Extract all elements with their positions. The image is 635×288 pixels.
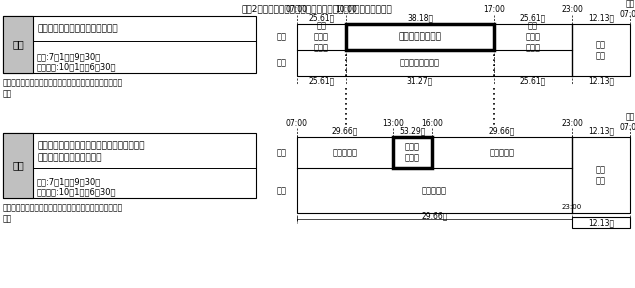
- Text: その他季:10月1日～6月30日: その他季:10月1日～6月30日: [37, 187, 116, 196]
- Bar: [3, 16, 256, 73]
- Text: 25.61円: 25.61円: [309, 14, 335, 22]
- Bar: [346, 24, 494, 50]
- Text: 25.61円: 25.61円: [520, 14, 546, 22]
- Text: 必要: 必要: [3, 89, 12, 98]
- Text: 夏季:7月1日～9月30日: 夏季:7月1日～9月30日: [37, 52, 101, 62]
- Text: 図表2　値上げ申請時の東京電力の料金メニュー（家庭向け）: 図表2 値上げ申請時の東京電力の料金メニュー（家庭向け）: [242, 4, 392, 13]
- Text: 12.13円: 12.13円: [588, 218, 614, 227]
- Text: 昼間時間帯: 昼間時間帯: [490, 148, 514, 157]
- Text: フトプラン）の電力量料金: フトプラン）の電力量料金: [37, 154, 102, 162]
- Text: 38.18円: 38.18円: [407, 14, 433, 22]
- Text: 25.61円: 25.61円: [520, 77, 546, 86]
- Text: 07:00: 07:00: [286, 118, 308, 128]
- Text: 16:00: 16:00: [421, 118, 443, 128]
- Text: 夏季ピーク時間帯: 夏季ピーク時間帯: [399, 33, 441, 41]
- Text: 夏季: 夏季: [277, 33, 287, 41]
- Bar: [572, 217, 630, 228]
- Text: 29.66円: 29.66円: [489, 126, 515, 135]
- Text: 17:00: 17:00: [483, 5, 505, 14]
- Text: 07:00: 07:00: [286, 5, 308, 14]
- Text: 25.61円: 25.61円: [309, 77, 335, 86]
- Text: 夏季:7月1日～9月30日: 夏季:7月1日～9月30日: [37, 177, 101, 187]
- Bar: [297, 137, 630, 213]
- Text: 夏季: 夏季: [277, 148, 287, 157]
- Text: エコキュート、電気温水器などの夜間蓄熱式機器の設置は: エコキュート、電気温水器などの夜間蓄熱式機器の設置は: [3, 203, 123, 212]
- Text: ピーク
時間帯: ピーク 時間帯: [405, 143, 420, 162]
- Text: 夜間
時間: 夜間 時間: [596, 165, 606, 185]
- Bar: [3, 133, 33, 198]
- Text: 不要: 不要: [3, 214, 12, 223]
- Text: エコキュート、電気温水器などの夜間蓄熱式機器の設置が: エコキュート、電気温水器などの夜間蓄熱式機器の設置が: [3, 78, 123, 87]
- Text: 31.27円: 31.27円: [407, 77, 433, 86]
- Bar: [3, 133, 256, 198]
- Text: 23:00: 23:00: [561, 118, 583, 128]
- Text: 新規: 新規: [12, 160, 24, 170]
- Text: 53.29円: 53.29円: [399, 126, 425, 135]
- Text: 23:00: 23:00: [562, 204, 582, 210]
- Text: 翌日
07:00: 翌日 07:00: [619, 0, 635, 19]
- Text: 現行: 現行: [12, 39, 24, 50]
- Text: 29.66円: 29.66円: [332, 126, 358, 135]
- Text: 29.66円: 29.66円: [421, 211, 448, 221]
- Text: 12.13円: 12.13円: [588, 14, 614, 22]
- Text: 夜間
時間: 夜間 時間: [596, 40, 606, 60]
- Text: その他季:10月1日～6月30日: その他季:10月1日～6月30日: [37, 62, 116, 71]
- Bar: [393, 137, 432, 168]
- Text: ピーク抑制型季節別時間帯別電灯（ピークシ: ピーク抑制型季節別時間帯別電灯（ピークシ: [37, 141, 145, 151]
- Text: オフ
ピーク
時間帯: オフ ピーク 時間帯: [314, 21, 329, 53]
- Text: 季節別時間帯別電灯の電力量料金: 季節別時間帯別電灯の電力量料金: [37, 24, 117, 33]
- Text: 23:00: 23:00: [561, 5, 583, 14]
- Text: 他季: 他季: [277, 186, 287, 195]
- Text: 10:00: 10:00: [335, 5, 357, 14]
- Text: 昼間時間帯: 昼間時間帯: [422, 186, 447, 195]
- Bar: [297, 24, 630, 76]
- Bar: [3, 16, 33, 73]
- Text: 12.13円: 12.13円: [588, 77, 614, 86]
- Text: 昼間時間帯: 昼間時間帯: [333, 148, 358, 157]
- Text: 他季ピーク時間帯: 他季ピーク時間帯: [400, 58, 440, 67]
- Text: 翌日
07:00: 翌日 07:00: [619, 112, 635, 132]
- Text: 12.13円: 12.13円: [588, 126, 614, 135]
- Text: 13:00: 13:00: [382, 118, 404, 128]
- Text: 他季: 他季: [277, 58, 287, 67]
- Text: オフ
ピーク
時間帯: オフ ピーク 時間帯: [526, 21, 540, 53]
